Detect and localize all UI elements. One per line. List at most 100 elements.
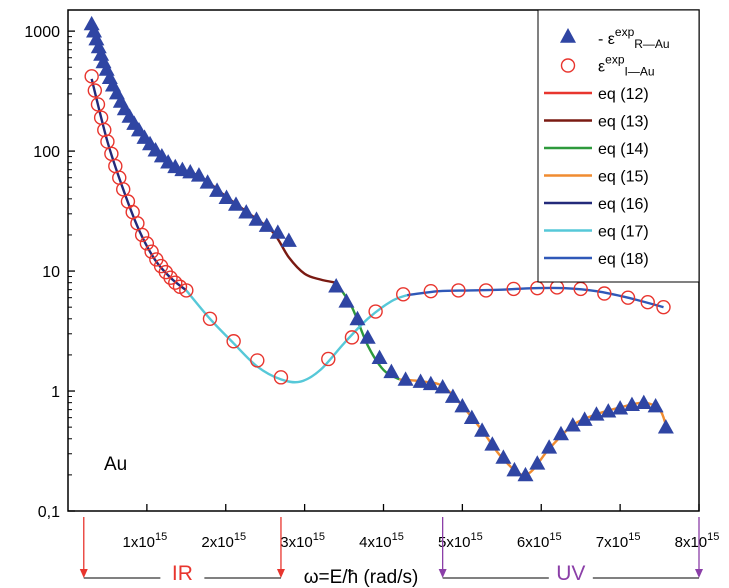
data-point-circle xyxy=(226,334,241,349)
data-point-triangle xyxy=(434,379,451,394)
data-point-triangle xyxy=(474,422,491,437)
region-label: UV xyxy=(556,562,585,585)
data-point-triangle xyxy=(349,310,366,326)
x-tick-label: 5x1015 xyxy=(438,531,483,551)
data-point-circle xyxy=(139,236,155,251)
data-point-triangle xyxy=(199,174,216,189)
data-point-triangle xyxy=(248,211,265,226)
legend-marker-triangle xyxy=(560,28,576,43)
data-point-triangle xyxy=(541,439,558,454)
axis-ticks: 1x1015 2x1015 3x1015 4x1015 5x1015 6x1015 7x10… xyxy=(24,24,719,551)
data-point-triangle xyxy=(238,204,255,219)
legend-box xyxy=(537,9,700,283)
data-point-triangle xyxy=(444,388,461,403)
data-point-circle xyxy=(506,281,521,297)
legend-label: eq (16) xyxy=(598,196,649,213)
series-line xyxy=(407,286,664,309)
data-point-triangle xyxy=(463,409,480,425)
data-point-triangle xyxy=(495,449,512,464)
data-point-triangle xyxy=(623,396,640,412)
data-point-triangle xyxy=(635,394,652,410)
y-tick-label: 1 xyxy=(51,384,60,401)
data-point-triangle xyxy=(647,398,664,413)
region-arrowhead xyxy=(695,569,703,578)
data-point-circle xyxy=(321,351,336,367)
y-tick-label: 10 xyxy=(42,264,60,281)
data-point-circle xyxy=(144,244,159,259)
data-point-triangle xyxy=(209,182,226,197)
x-axis-label: ω=E/ħ (rad/s) xyxy=(304,567,419,588)
data-point-triangle xyxy=(258,217,275,232)
legend-label: eq (13) xyxy=(598,114,649,131)
data-point-triangle xyxy=(600,403,617,418)
region-markers: IR UV xyxy=(79,517,703,585)
data-point-triangle xyxy=(529,455,546,470)
legend-label: eq (18) xyxy=(598,251,649,268)
series-line xyxy=(399,378,668,477)
chart-annotation: Au xyxy=(104,454,127,475)
data-point-triangle xyxy=(422,375,439,391)
x-tick-label: 3x1015 xyxy=(280,531,325,551)
legend-label: eq (14) xyxy=(598,141,649,158)
data-point-circle xyxy=(250,353,265,368)
data-point-triangle xyxy=(280,232,297,247)
data-point-circle xyxy=(179,283,194,298)
region-arrowhead xyxy=(79,569,88,578)
data-point-circle xyxy=(116,182,131,197)
data-point-circle xyxy=(640,295,655,310)
x-tick-label: 7x1015 xyxy=(596,531,641,551)
data-point-triangle xyxy=(190,167,207,182)
data-point-circle xyxy=(620,290,636,305)
x-tick-label: 4x1015 xyxy=(359,531,404,551)
data-point-triangle xyxy=(517,466,534,482)
data-point-triangle xyxy=(588,406,605,421)
data-point-triangle xyxy=(552,425,569,441)
region-arrowhead xyxy=(438,569,447,578)
data-point-triangle xyxy=(612,400,629,415)
x-tick-label: 2x1015 xyxy=(201,531,246,551)
data-point-circle xyxy=(90,97,106,112)
data-point-circle xyxy=(368,304,383,319)
data-point-circle xyxy=(163,270,178,285)
data-point-triangle xyxy=(564,417,581,432)
x-tick-label: 6x1015 xyxy=(517,531,562,551)
series-line xyxy=(185,289,408,384)
data-point-triangle xyxy=(454,398,471,413)
data-point-triangle xyxy=(269,224,286,239)
data-point-triangle xyxy=(576,411,593,426)
data-point-circle xyxy=(134,227,150,243)
series-markers xyxy=(83,15,674,482)
data-point-circle xyxy=(451,283,466,298)
data-point-circle xyxy=(84,69,99,84)
legend-label: - εexpR—Au xyxy=(598,25,670,51)
legend-label: eq (12) xyxy=(598,86,649,103)
region-arrowhead xyxy=(276,569,285,578)
y-tick-label: 0,1 xyxy=(38,504,60,521)
data-point-circle xyxy=(597,286,612,301)
data-point-circle xyxy=(656,299,671,315)
data-point-triangle xyxy=(412,373,429,388)
x-tick-label: 1x1015 xyxy=(122,531,167,551)
data-point-triangle xyxy=(657,419,674,434)
data-point-circle xyxy=(87,83,103,98)
data-point-triangle xyxy=(328,278,345,293)
data-point-triangle xyxy=(397,371,414,386)
data-point-circle xyxy=(202,311,218,327)
data-point-circle xyxy=(478,283,494,298)
y-tick-label: 100 xyxy=(33,144,60,161)
data-point-circle xyxy=(168,275,183,290)
data-point-circle xyxy=(396,287,411,302)
x-tick-label: 8x1015 xyxy=(675,531,720,551)
data-point-triangle xyxy=(506,461,523,477)
data-point-triangle xyxy=(182,163,199,179)
data-point-triangle xyxy=(218,189,235,204)
data-point-triangle xyxy=(371,349,388,364)
data-point-circle xyxy=(530,280,545,296)
data-point-triangle xyxy=(228,196,245,211)
data-point-triangle xyxy=(383,363,400,379)
legend-marker-circle xyxy=(560,58,576,73)
series-line xyxy=(90,78,188,292)
legend-label: eq (15) xyxy=(598,169,649,186)
